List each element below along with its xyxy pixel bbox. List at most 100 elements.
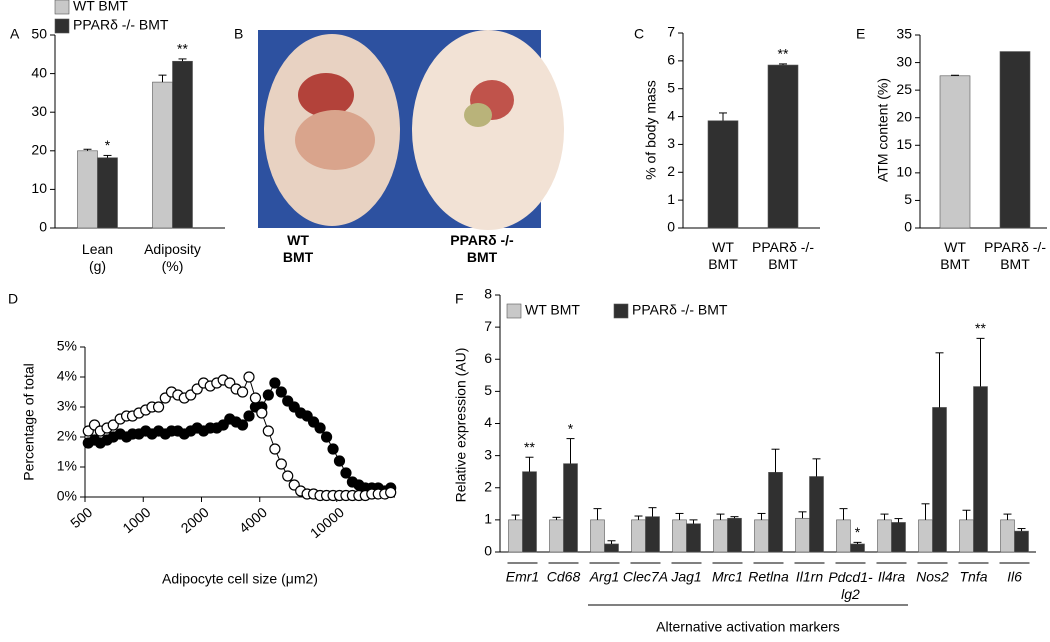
- y-tick-label: 8: [484, 286, 492, 302]
- significance-label: **: [177, 41, 188, 57]
- x-tick-label: PPARδ -/-BMT: [984, 239, 1046, 272]
- significance-label: **: [524, 439, 535, 455]
- bar: [508, 519, 523, 553]
- x-tick-label: WT BMT: [940, 239, 970, 272]
- x-tick-label: Jag1: [670, 569, 701, 585]
- y-tick-label: 5%: [57, 338, 77, 354]
- data-point: [275, 458, 287, 470]
- y-tick-label: 5: [484, 382, 492, 398]
- y-tick-label: 1%: [57, 458, 77, 474]
- bar: [713, 519, 728, 553]
- y-tick-label: 20: [31, 142, 47, 158]
- photo-panel: B WT BMT PPARδ -/-BMT: [234, 26, 564, 265]
- y-tick-label: 2: [667, 163, 675, 179]
- data-point: [269, 443, 281, 455]
- bar: [590, 519, 605, 553]
- bar: [754, 519, 769, 553]
- y-tick-label: 5: [904, 191, 912, 207]
- y-tick-label: 0: [39, 219, 47, 235]
- y-tick-label: 3: [667, 135, 675, 151]
- y-tick-label: 4: [484, 414, 492, 430]
- y-tick-label: 25: [896, 81, 912, 97]
- x-tick-label: Il1rn: [796, 569, 823, 585]
- x-tick-label: Mrc1: [712, 569, 743, 585]
- y-tick-label: 10: [31, 180, 47, 196]
- bar: [172, 60, 193, 229]
- data-point: [152, 401, 165, 413]
- data-point: [385, 486, 397, 499]
- panel-letter: A: [10, 26, 20, 42]
- bar: [999, 51, 1031, 229]
- y-tick-label: 0: [484, 543, 492, 559]
- bar: [97, 157, 118, 229]
- bar: [522, 471, 537, 553]
- x-tick-label: Il4ra: [878, 569, 905, 585]
- data-point: [236, 386, 249, 398]
- significance-label: **: [975, 320, 986, 336]
- x-tick-label: Lean (g): [82, 241, 113, 274]
- y-tick-label: 35: [896, 26, 912, 42]
- y-tick-label: 0: [904, 219, 912, 235]
- y-tick-label: 7: [667, 24, 675, 40]
- x-tick-label: Adiposity (%): [144, 241, 201, 274]
- y-tick-label: 2%: [57, 428, 77, 444]
- bar: [645, 516, 660, 553]
- y-tick-label: 6: [484, 350, 492, 366]
- y-tick-label: 15: [896, 136, 912, 152]
- organ: [295, 110, 375, 170]
- panel-letter: B: [234, 26, 243, 42]
- data-point: [243, 371, 255, 383]
- y-tick-label: 7: [484, 318, 492, 334]
- data-point: [327, 443, 339, 455]
- legend-label: PPARδ -/- BMT: [73, 17, 169, 33]
- y-tick-label: 30: [31, 103, 47, 119]
- bar: [809, 476, 824, 553]
- bar: [850, 543, 865, 553]
- y-tick-label: 5: [667, 79, 675, 95]
- y-tick-label: 6: [667, 52, 675, 68]
- data-point: [340, 467, 352, 479]
- bar: [939, 75, 971, 229]
- panel-letter: E: [856, 26, 865, 42]
- legend-swatch: [613, 303, 629, 319]
- y-axis-label: % of body mass: [643, 80, 659, 180]
- bar: [836, 519, 851, 553]
- data-point: [333, 455, 346, 467]
- y-tick-label: 1: [484, 511, 492, 527]
- bar: [767, 64, 799, 229]
- data-point: [236, 419, 249, 431]
- significance-label: *: [855, 524, 861, 540]
- y-tick-label: 3: [484, 446, 492, 462]
- data-point: [269, 377, 281, 389]
- data-point: [282, 470, 294, 482]
- bar: [604, 543, 619, 553]
- bar: [877, 519, 892, 553]
- y-tick-label: 30: [896, 53, 912, 69]
- x-tick-label: Cd68: [547, 569, 581, 585]
- y-tick-label: 40: [31, 64, 47, 80]
- panel-letter: D: [8, 291, 18, 307]
- bar: [795, 517, 810, 553]
- data-point: [107, 419, 119, 431]
- bar: [932, 407, 947, 553]
- data-point: [320, 431, 333, 443]
- bar: [707, 120, 739, 229]
- mouse-body: [412, 30, 564, 230]
- legend-label: WT BMT: [73, 0, 128, 14]
- x-tick-label: Arg1: [589, 569, 620, 585]
- y-tick-label: 4%: [57, 368, 77, 384]
- panel-letter: F: [455, 291, 464, 307]
- bar: [768, 472, 783, 553]
- x-tick-label: 2000: [178, 504, 212, 536]
- group-label: Alternative activation markers: [656, 619, 840, 635]
- x-tick-label: 500: [67, 504, 95, 531]
- significance-label: *: [568, 420, 574, 436]
- y-tick-label: 3%: [57, 398, 77, 414]
- bar: [959, 519, 974, 553]
- legend-swatch: [54, 18, 70, 34]
- panel-letter: C: [634, 26, 644, 42]
- y-tick-label: 1: [667, 191, 675, 207]
- bar: [631, 519, 646, 553]
